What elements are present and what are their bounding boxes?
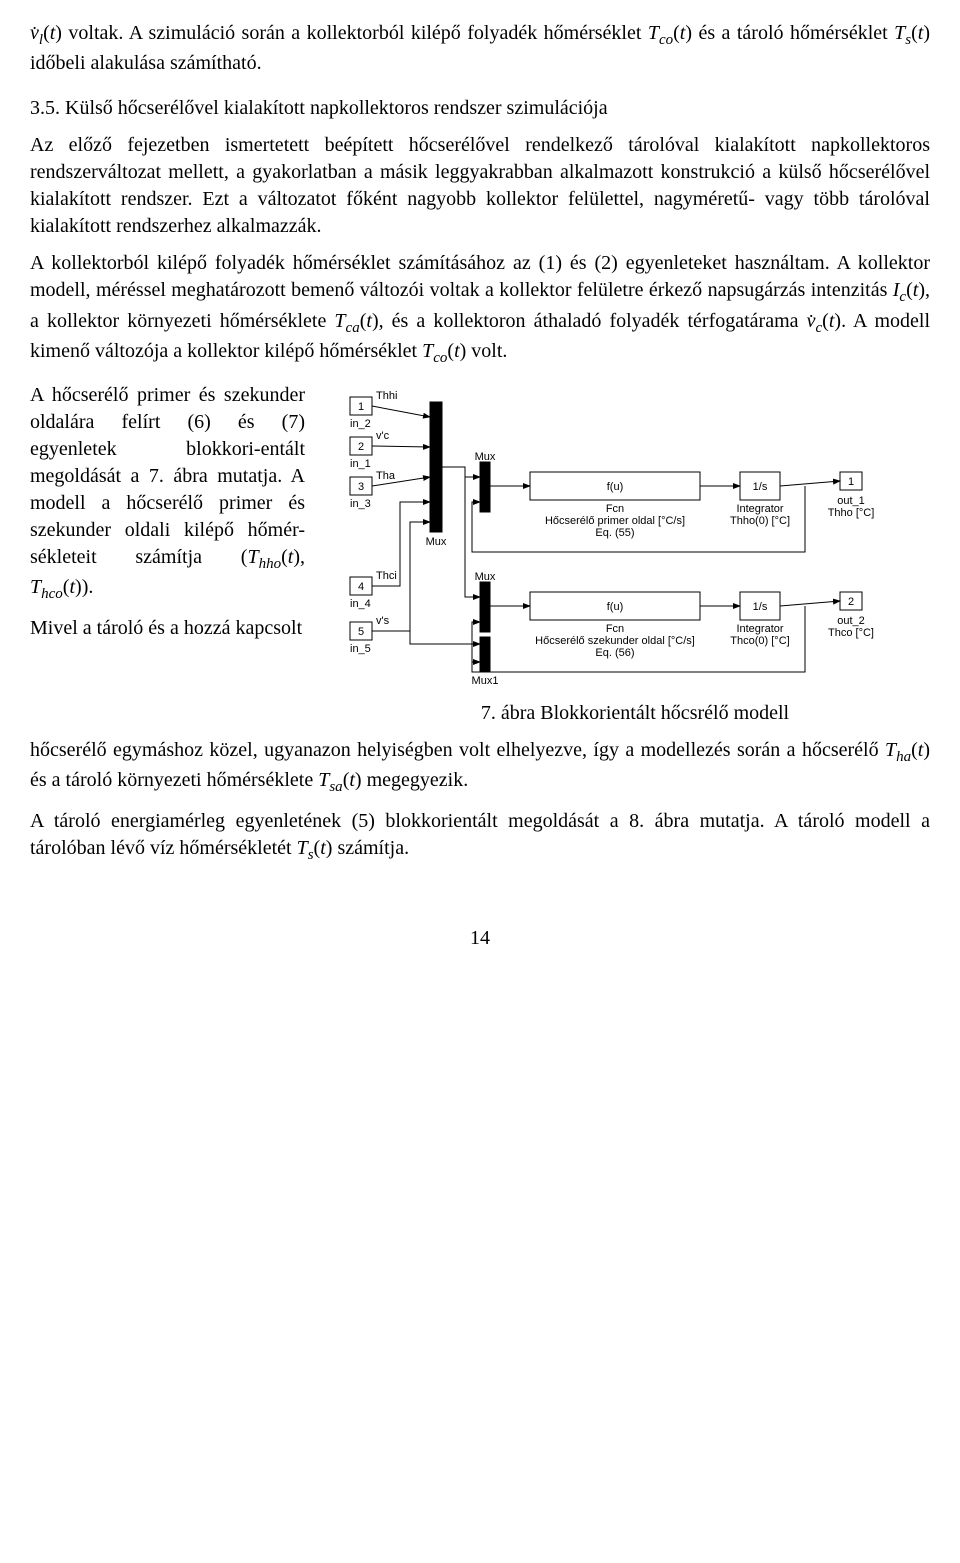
- paragraph-6: A tároló energiamérleg egyenletének (5) …: [30, 808, 930, 865]
- fcn-sec-l3: Eq. (56): [595, 647, 634, 659]
- section-heading: 3.5. Külső hőcserélővel kialakított napk…: [30, 95, 930, 122]
- fcn-primer-l1: Fcn: [606, 503, 624, 515]
- port-2-num: 2: [358, 441, 364, 453]
- paragraph-5: hőcserélő egymáshoz közel, ugyanazon hel…: [30, 737, 930, 798]
- fcn-primer-l2: Hőcserélő primer oldal [°C/s]: [545, 515, 685, 527]
- int2-l1: Integrator: [736, 623, 783, 635]
- out2-name: out_2: [837, 615, 865, 627]
- figure-caption: 7. ábra Blokkorientált hőcsrélő modell: [340, 700, 930, 727]
- fcn-sec-l1: Fcn: [606, 623, 624, 635]
- port-1-num: 1: [358, 401, 364, 413]
- paragraph-intro: v̇l(t) voltak. A szimuláció során a koll…: [30, 20, 930, 77]
- out2-port: 2: [848, 596, 854, 608]
- port-5-name: in_5: [350, 643, 371, 655]
- port-1-signal: Thhi: [376, 390, 397, 402]
- port-3-signal: Tha: [376, 470, 396, 482]
- port-5-signal: v's: [376, 615, 390, 627]
- port-3-name: in_3: [350, 498, 371, 510]
- block-diagram: 1 Thhi in_2 2 v'c in_1 3 Tha in_3 4 Thci…: [340, 382, 930, 727]
- port-4-signal: Thci: [376, 570, 397, 582]
- port-4-num: 4: [358, 581, 364, 593]
- fcn-sec-l2: Hőcserélő szekunder oldal [°C/s]: [535, 635, 695, 647]
- fcn-primer-l3: Eq. (55): [595, 527, 634, 539]
- mux-big-label: Mux: [426, 536, 447, 548]
- figure-block: A hőcserélő primer és szekunder oldalára…: [30, 382, 930, 727]
- port-3-num: 3: [358, 481, 364, 493]
- mux-bot-label: Mux: [475, 571, 496, 583]
- out1-signal: Thho [°C]: [828, 507, 875, 519]
- int2-l2: Thco(0) [°C]: [730, 635, 789, 647]
- paragraph-2: Az előző fejezetben ismertetett beépítet…: [30, 132, 930, 240]
- int1-l2: Thho(0) [°C]: [730, 515, 790, 527]
- paragraph-4b: Mivel a tároló és a hozzá kapcsolt: [30, 615, 305, 642]
- int1-gain: 1/s: [753, 481, 768, 493]
- out2-signal: Thco [°C]: [828, 627, 874, 639]
- port-2-signal: v'c: [376, 430, 390, 442]
- paragraph-4a: A hőcserélő primer és szekunder oldalára…: [30, 382, 305, 605]
- port-4-name: in_4: [350, 598, 371, 610]
- fcn-primer-expr: f(u): [607, 481, 624, 493]
- fcn-sec-expr: f(u): [607, 601, 624, 613]
- port-2-name: in_1: [350, 458, 371, 470]
- mux-top-label: Mux: [475, 451, 496, 463]
- out1-name: out_1: [837, 495, 865, 507]
- mux1-label: Mux1: [472, 675, 499, 687]
- port-1-name: in_2: [350, 418, 371, 430]
- page-number: 14: [30, 925, 930, 952]
- int1-l1: Integrator: [736, 503, 783, 515]
- port-5-num: 5: [358, 626, 364, 638]
- paragraph-3: A kollektorból kilépő folyadék hőmérsékl…: [30, 250, 930, 368]
- out1-port: 1: [848, 476, 854, 488]
- int2-gain: 1/s: [753, 601, 768, 613]
